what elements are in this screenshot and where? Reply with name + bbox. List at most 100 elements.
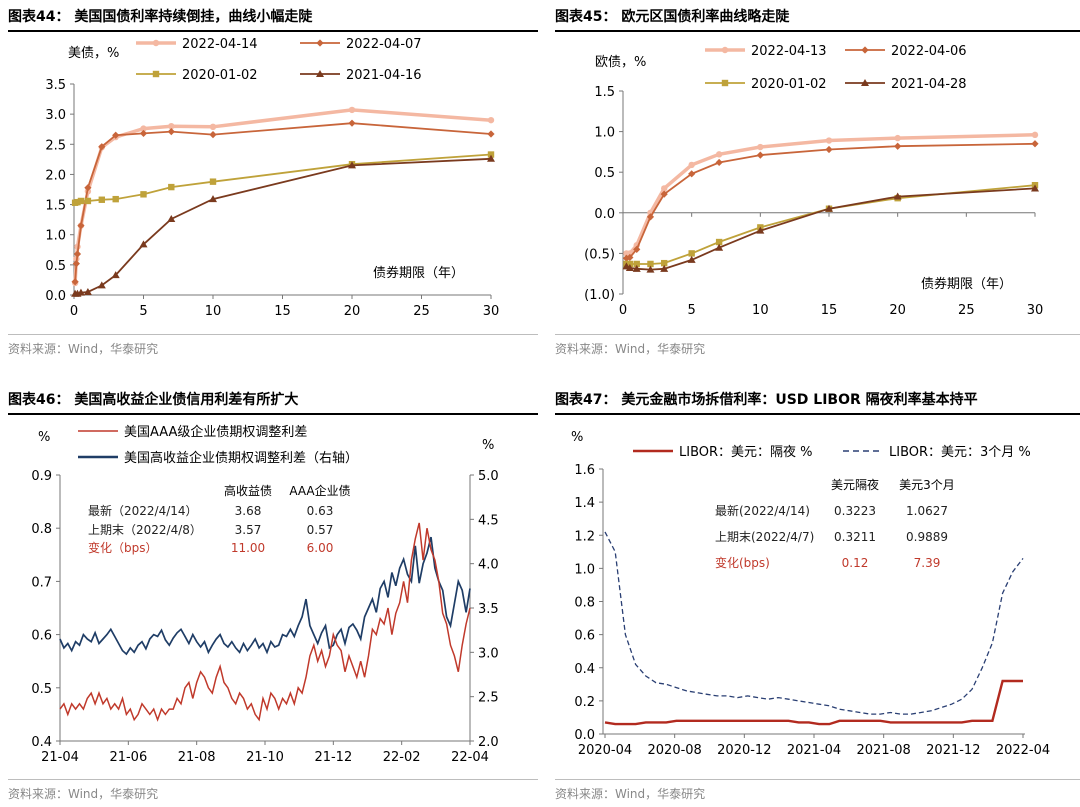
data-point <box>209 131 217 139</box>
data-point <box>97 281 106 289</box>
y-right-tick-label: 2.0 <box>478 735 499 750</box>
table-header: AAA企业债 <box>289 483 350 498</box>
y-axis-title: 美债，% <box>68 46 119 61</box>
y-tick-label: 3.0 <box>45 108 66 123</box>
panel-us-credit-spread: 图表46： 美国高收益企业债信用利差有所扩大 0.4 0.5 0.6 0.7 0.8 0.… <box>8 387 538 805</box>
data-point <box>633 260 640 268</box>
data-point <box>111 271 120 279</box>
data-point <box>1031 184 1039 192</box>
y-tick-label: 0.7 <box>31 575 52 590</box>
chart-title: 图表44： 美国国债利率持续倒挂，曲线小幅走陡 <box>8 4 538 32</box>
data-point <box>661 259 668 267</box>
chart-source: 资料来源：Wind，华泰研究 <box>8 779 538 802</box>
y-tick-label: 0.6 <box>31 629 52 644</box>
x-tick-label: 2020-12 <box>717 743 771 758</box>
table-cell: 上期末（2022/4/8） <box>88 523 202 537</box>
data-point <box>167 215 176 223</box>
data-point <box>348 106 356 114</box>
chart-source: 资料来源：Wind，华泰研究 <box>555 334 1080 357</box>
data-point <box>348 161 356 169</box>
data-point <box>688 250 695 257</box>
legend-marker <box>721 46 729 54</box>
legend-marker <box>152 70 160 78</box>
panel-us-treasury-curve: 图表44： 美国国债利率持续倒挂，曲线小幅走陡 0.0 0.5 1.0 1.5 2.0 2… <box>8 4 538 364</box>
table-cell: 变化（bps） <box>88 540 158 555</box>
data-point <box>168 123 175 130</box>
data-point <box>825 145 833 154</box>
data-point <box>77 222 85 230</box>
data-point <box>661 185 668 192</box>
data-point <box>83 287 92 295</box>
data-point <box>84 197 92 205</box>
y-tick-label: 0.8 <box>31 522 52 537</box>
table-header: 高收益债 <box>224 483 272 498</box>
data-point <box>348 119 356 127</box>
series-line-libor-overnight <box>604 679 1023 726</box>
legend-label: 2021-04-28 <box>891 77 967 92</box>
legend-marker <box>316 70 324 77</box>
x-tick-label: 21-04 <box>41 750 79 765</box>
data-point <box>757 143 764 151</box>
y-tick-label: 1.0 <box>594 126 615 141</box>
data-point <box>632 264 641 272</box>
data-point <box>715 243 724 251</box>
y-right-tick-label: 4.0 <box>478 558 499 573</box>
x-tick-label: 5 <box>139 304 147 319</box>
x-tick-label: 0 <box>619 303 627 318</box>
left-axis-unit: % <box>38 430 50 445</box>
y-right-tick-label: 2.5 <box>478 691 499 706</box>
table-cell: 1.0627 <box>906 504 948 518</box>
y-tick-label: 2.0 <box>45 168 66 183</box>
y-tick-label: 0.0 <box>45 289 66 304</box>
table-header: 美元3个月 <box>899 478 955 492</box>
chart-title: 图表47： 美元金融市场拆借利率：USD LIBOR 隔夜利率基本持平 <box>555 387 1080 415</box>
data-point <box>756 226 765 234</box>
data-point <box>487 154 495 162</box>
right-axis-unit: % <box>482 438 494 453</box>
data-point <box>715 151 723 158</box>
data-point <box>825 204 833 212</box>
data-point <box>660 264 669 272</box>
data-point <box>893 192 902 200</box>
data-point <box>687 255 696 263</box>
x-tick-label: 25 <box>958 303 975 318</box>
series-line <box>74 122 492 282</box>
series-line <box>73 108 492 283</box>
legend-label: 2020-01-02 <box>182 68 258 83</box>
data-point <box>825 137 833 144</box>
y-tick-label: 0.9 <box>31 469 52 484</box>
table-cell: 0.12 <box>842 556 869 570</box>
y-tick-label: 1.2 <box>574 529 595 544</box>
y-tick-label: (0.5) <box>584 247 615 262</box>
data-point <box>76 288 85 296</box>
table-cell: 0.63 <box>307 504 334 518</box>
y-tick-label: 0.0 <box>574 728 595 743</box>
x-tick-label: 5 <box>688 303 696 318</box>
data-point <box>139 129 148 138</box>
legend-marker <box>152 39 160 47</box>
data-point <box>487 130 495 138</box>
data-point <box>1031 131 1039 139</box>
legend-label: 2022-04-06 <box>891 44 967 59</box>
data-point <box>660 190 668 198</box>
data-point <box>168 183 175 191</box>
table-cell: 7.39 <box>914 556 941 570</box>
x-tick-label: 2021-08 <box>857 743 911 758</box>
y-tick-label: 0.4 <box>31 735 52 750</box>
y-tick-label: 0.8 <box>574 596 595 611</box>
y-tick-label: (1.0) <box>584 288 615 303</box>
data-point <box>487 116 495 124</box>
data-point <box>73 250 82 258</box>
table-cell: 上期末(2022/4/7) <box>715 530 814 544</box>
y-tick-label: 0.5 <box>31 682 52 697</box>
x-tick-label: 20 <box>344 304 361 319</box>
y-tick-label: 1.4 <box>574 496 595 511</box>
data-point <box>646 213 655 221</box>
data-point <box>98 143 106 151</box>
table-cell: 0.3211 <box>834 530 876 544</box>
y-tick-label: 0.2 <box>574 695 595 710</box>
data-point <box>715 238 723 246</box>
data-point <box>72 260 80 268</box>
series-line <box>626 187 1036 271</box>
table-header: 美元隔夜 <box>831 477 879 492</box>
